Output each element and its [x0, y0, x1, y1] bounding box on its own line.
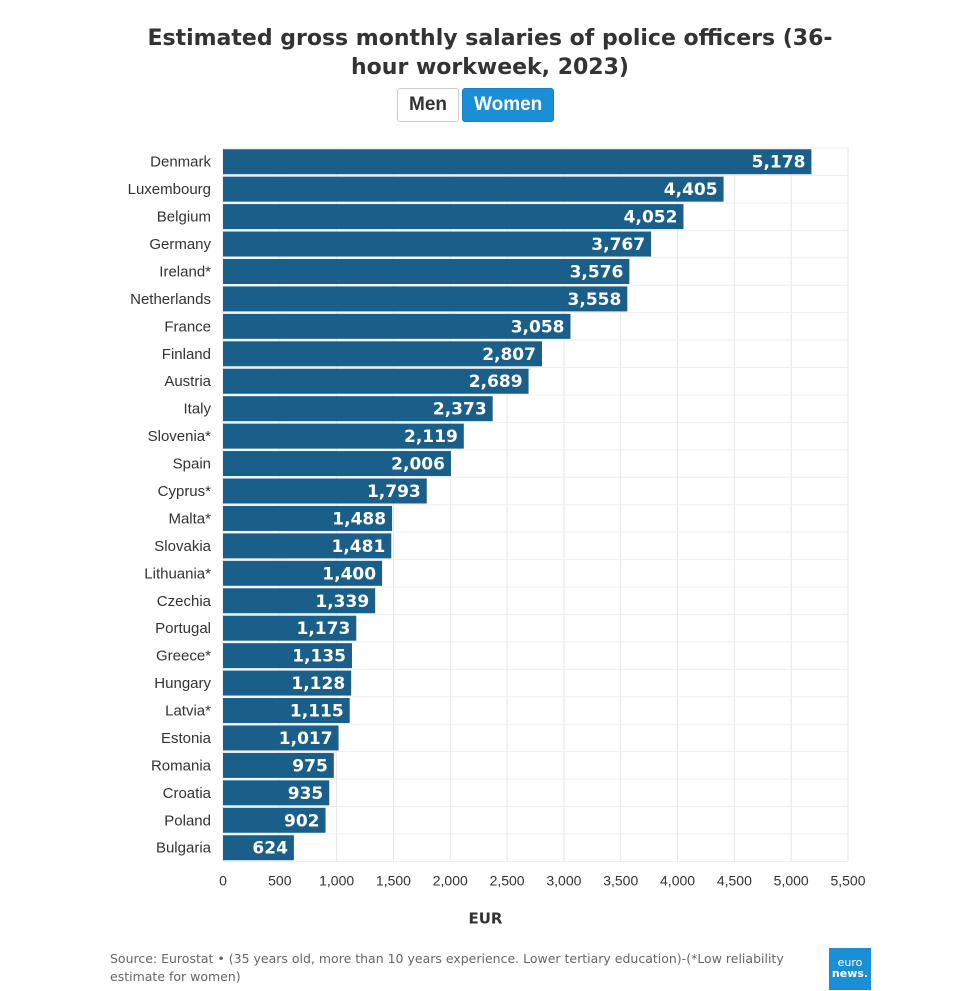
bar: [223, 698, 350, 724]
data-label: 902: [284, 811, 320, 831]
bar: [223, 478, 427, 504]
data-label: 1,017: [279, 729, 333, 749]
category-label: Italy: [183, 401, 211, 418]
bar: [223, 204, 684, 230]
data-label: 2,807: [482, 345, 536, 365]
bar: [223, 505, 393, 531]
source-note: Source: Eurostat • (35 years old, more t…: [110, 951, 784, 984]
data-label: 2,689: [469, 372, 523, 392]
bar: [223, 258, 630, 284]
bar: [223, 807, 326, 833]
data-label: 3,558: [568, 290, 622, 310]
women-button[interactable]: Women: [462, 88, 555, 122]
data-label: 5,178: [752, 153, 806, 173]
data-label: 1,115: [290, 702, 344, 722]
x-tick-label: 1,000: [319, 872, 354, 888]
category-label: Slovenia*: [148, 428, 212, 445]
category-label: Ireland*: [159, 263, 211, 280]
data-label: 2,373: [433, 400, 487, 420]
bar: [223, 313, 571, 339]
x-tick-label: 5,500: [830, 872, 865, 888]
x-tick-label: 4,500: [717, 872, 752, 888]
bar: [223, 533, 392, 559]
bar: [223, 451, 451, 477]
data-label: 1,135: [292, 647, 346, 667]
men-button[interactable]: Men: [397, 88, 459, 122]
data-label: 935: [288, 784, 324, 804]
category-label: Greece*: [156, 648, 211, 665]
chart-title: Estimated gross monthly salaries of poli…: [147, 26, 833, 80]
bar: [223, 670, 352, 696]
x-tick-label: 3,500: [603, 872, 638, 888]
x-tick-label: 1,500: [376, 872, 411, 888]
category-label: Czechia: [157, 593, 212, 610]
category-label: Malta*: [168, 510, 211, 527]
bar: [223, 286, 628, 312]
euronews-logo: euro news.: [829, 948, 871, 990]
x-tick-label: 5,000: [774, 872, 809, 888]
x-tick-label: 4,000: [660, 872, 695, 888]
category-label: Latvia*: [165, 703, 211, 720]
category-label: Finland: [162, 346, 211, 363]
data-label: 2,119: [404, 427, 458, 447]
category-label: Estonia: [161, 730, 212, 747]
data-label: 1,400: [322, 564, 376, 584]
category-label: Romania: [151, 757, 212, 774]
bar: [223, 341, 542, 367]
category-label: Denmark: [150, 154, 211, 171]
x-tick-label: 0: [219, 872, 227, 888]
category-label: Croatia: [163, 785, 212, 802]
bar: [223, 835, 294, 861]
bar: [223, 396, 493, 422]
data-label: 1,488: [332, 509, 386, 529]
category-label: Austria: [164, 373, 211, 390]
data-label: 4,052: [624, 208, 678, 228]
bar: [223, 368, 529, 394]
category-label: Spain: [173, 456, 211, 473]
gender-toggle: Men Women: [397, 88, 555, 122]
bar: [223, 231, 652, 257]
x-tick-label: 3,000: [546, 872, 581, 888]
data-label: 975: [292, 756, 328, 776]
bar: [223, 588, 376, 614]
category-label: Slovakia: [154, 538, 211, 555]
category-label: Poland: [164, 812, 211, 829]
x-axis-label: EUR: [469, 909, 503, 927]
category-label: Luxembourg: [128, 181, 211, 198]
category-label: Hungary: [154, 675, 211, 692]
data-label: 1,339: [315, 592, 369, 612]
data-label: 3,767: [591, 235, 645, 255]
bar: [223, 725, 339, 751]
bar: [223, 149, 812, 175]
category-label: Belgium: [157, 209, 211, 226]
data-label: 1,793: [367, 482, 421, 502]
x-tick-label: 2,000: [433, 872, 468, 888]
x-tick-label: 500: [268, 872, 292, 888]
category-label: Portugal: [155, 620, 211, 637]
category-label: Cyprus*: [158, 483, 212, 500]
bar: [223, 560, 383, 586]
category-label: Germany: [149, 236, 211, 253]
bar: [223, 176, 724, 202]
bar: [223, 615, 357, 641]
category-label: Lithuania*: [144, 565, 211, 582]
x-tick-label: 2,500: [490, 872, 525, 888]
data-label: 624: [252, 839, 288, 859]
bar: [223, 423, 464, 449]
data-label: 1,481: [332, 537, 386, 557]
data-label: 3,576: [570, 262, 624, 282]
category-label: Netherlands: [130, 291, 211, 308]
bar: [223, 780, 330, 806]
data-label: 1,173: [297, 619, 351, 639]
bar: [223, 643, 352, 669]
data-label: 4,405: [664, 180, 718, 200]
bar: [223, 752, 334, 778]
category-label: France: [164, 318, 211, 335]
data-label: 1,128: [291, 674, 345, 694]
category-label: Bulgaria: [156, 840, 212, 857]
data-label: 3,058: [511, 317, 565, 337]
data-label: 2,006: [391, 455, 445, 475]
